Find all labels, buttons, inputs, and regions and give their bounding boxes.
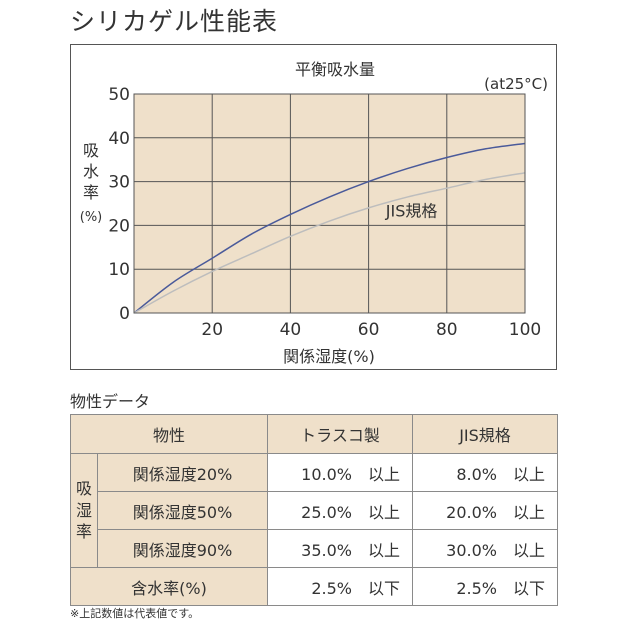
table-row: 関係湿度50% 25.0% 以上 20.0% 以上: [71, 491, 559, 530]
y-axis-label-char: (%): [80, 210, 103, 225]
y-tick-label: 30: [108, 173, 130, 193]
chart-note: (at25°C): [484, 75, 548, 93]
table-row: 関係湿度90% 35.0% 以上 30.0% 以上: [71, 529, 559, 568]
x-tick-label: 60: [358, 320, 380, 340]
section-label: 物性データ: [70, 392, 151, 411]
moisture-content-label: 含水率(%): [69, 567, 269, 606]
trusco-value: 25.0% 以上: [267, 491, 414, 530]
series-line-0: [133, 142, 526, 314]
footnote: ※上記数値は代表値です。: [70, 607, 200, 620]
jis-value: 2.5% 以下: [412, 567, 559, 606]
equilibrium-absorption-chart: JIS規格 0 10 20 30 40 50 20 40 60 80 100 平衡吸水量 (at25…: [80, 60, 548, 366]
y-axis-label-char: 水: [83, 162, 99, 181]
table-row: 吸 湿 率 関係湿度20% 10.0% 以上 8.0% 以上: [70, 453, 559, 568]
x-tick-label: 20: [201, 320, 223, 340]
row-label: 関係湿度90%: [96, 529, 269, 568]
y-axis-label: 吸水率 (%): [80, 141, 103, 225]
y-axis-label-char: 率: [83, 183, 99, 202]
chart-title: 平衡吸水量: [295, 60, 375, 79]
y-tick-label: 50: [108, 85, 130, 105]
series-annotation: JIS規格: [385, 202, 438, 221]
series-line-1: [133, 172, 526, 314]
plot-border: [133, 93, 526, 314]
y-tick-label: 40: [108, 129, 130, 149]
plot-area: [134, 94, 525, 313]
series-layer: JIS規格: [133, 142, 526, 314]
x-tick-label: 80: [436, 320, 458, 340]
y-axis-label-char: 吸: [83, 141, 99, 160]
y-tick-label: 10: [108, 260, 130, 280]
header-jis: JIS規格: [412, 414, 559, 454]
grid-layer: [134, 94, 525, 313]
row-label: 関係湿度20%: [96, 453, 269, 492]
label-layer: 平衡吸水量 (at25°C) 関係湿度(%): [283, 60, 548, 366]
page-title: シリカゲル性能表: [70, 7, 279, 36]
category-absorption-rate: 吸 湿 率: [70, 453, 98, 568]
jis-value: 8.0% 以上: [412, 453, 559, 492]
properties-table: 物性 トラスコ製 JIS規格 吸 湿 率 関係湿度20% 10.0% 以上 8.…: [69, 414, 559, 606]
header-property: 物性: [69, 414, 269, 454]
header-trusco: トラスコ製: [267, 414, 414, 454]
jis-value: 30.0% 以上: [412, 529, 559, 568]
y-tick-label: 0: [119, 304, 130, 324]
trusco-value: 2.5% 以下: [267, 567, 414, 606]
jis-value: 20.0% 以上: [412, 491, 559, 530]
table-row: 含水率(%) 2.5% 以下 2.5% 以下: [69, 567, 559, 606]
tick-layer: 0 10 20 30 40 50 20 40 60 80 100: [108, 85, 541, 340]
x-tick-label: 40: [280, 320, 302, 340]
table-header-row: 物性 トラスコ製 JIS規格: [69, 414, 559, 454]
trusco-value: 35.0% 以上: [267, 529, 414, 568]
trusco-value: 10.0% 以上: [267, 453, 414, 492]
y-tick-label: 20: [108, 216, 130, 236]
x-tick-label: 100: [509, 320, 541, 340]
x-axis-label: 関係湿度(%): [283, 347, 375, 366]
row-label: 関係湿度50%: [96, 491, 269, 530]
